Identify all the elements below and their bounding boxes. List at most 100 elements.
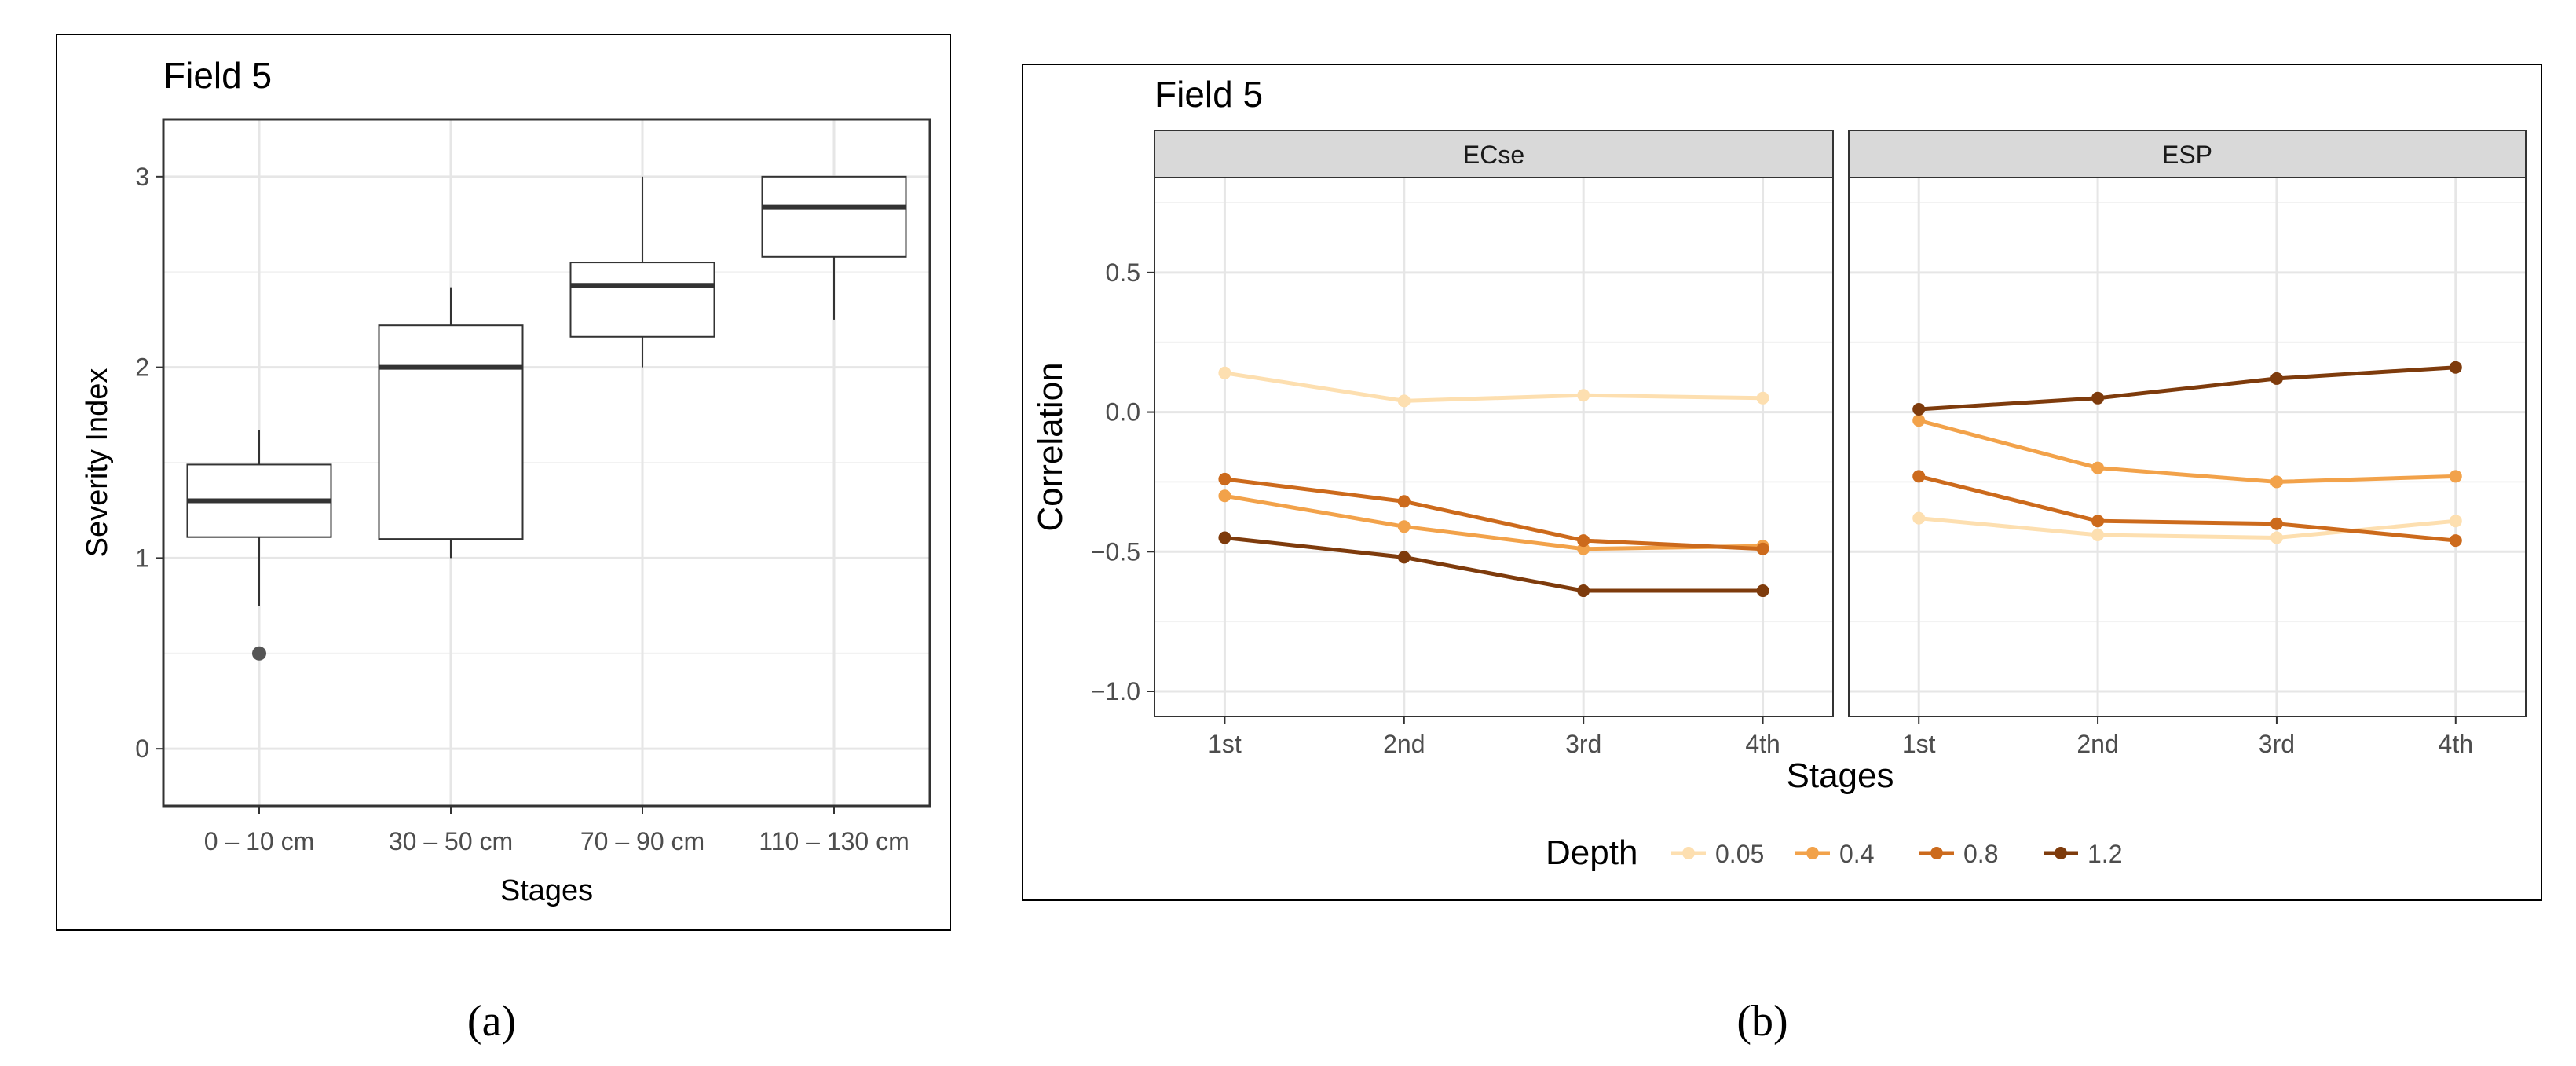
- box-1: [186, 430, 332, 661]
- chart-a-y-tick-label: 2: [135, 354, 149, 382]
- series-line: [1224, 371, 1763, 403]
- facet-ecse-series: [1218, 366, 1769, 598]
- series-point: [2449, 534, 2462, 548]
- box-iqr: [569, 262, 715, 338]
- chart-b-y-tick-label: −1.0: [1091, 677, 1140, 705]
- legend-item-0.05: 0.05: [1671, 840, 1764, 868]
- box-4: [761, 175, 907, 320]
- series-point: [2091, 461, 2105, 474]
- chart-b-y-tick-label: −0.5: [1091, 537, 1140, 566]
- series-point: [1912, 470, 1926, 483]
- panel-letter-a: (a): [467, 997, 516, 1046]
- chart-b: Field 5 ECse 1st 2nd 3rd 4th ESP 1st 2nd 3rd 4…: [1022, 64, 2542, 901]
- series-point: [2270, 475, 2283, 489]
- panel-letter-b: (b): [1736, 997, 1787, 1046]
- legend-label: 0.05: [1715, 840, 1764, 868]
- facet-plot-bg: [1154, 178, 1833, 716]
- chart-b-legend: Depth 0.05 0.4 0.8 1.2: [1546, 833, 2122, 872]
- facet-ecse-strip-label: ECse: [1463, 141, 1524, 169]
- chart-b-title: Field 5: [1154, 74, 1263, 115]
- series-point: [2091, 515, 2105, 528]
- legend-label: 1.2: [2088, 840, 2122, 868]
- facet-plot-bg: [1849, 178, 2526, 716]
- series-point: [1397, 520, 1411, 533]
- series-point: [1218, 489, 1231, 503]
- chart-a-y-tick-label: 1: [135, 544, 149, 572]
- facet-x-tick-label: 1st: [1208, 730, 1242, 758]
- series-line: [1918, 474, 2457, 543]
- box-iqr: [378, 324, 524, 540]
- chart-a-boxes: [186, 175, 907, 661]
- chart-a-x-tick-label: 110 – 130 cm: [759, 827, 909, 855]
- series-point: [1218, 366, 1231, 379]
- chart-a-x-tick-label: 30 – 50 cm: [389, 827, 513, 855]
- series-point: [1577, 534, 1590, 548]
- chart-a-x-ticks: 0 – 10 cm 30 – 50 cm 70 – 90 cm 110 – 130 c…: [204, 806, 909, 855]
- series-esp-0.8: [1912, 470, 2462, 548]
- facet-ecse-strip: [1154, 130, 1834, 178]
- facet-x-tick-label: 3rd: [2259, 730, 2295, 758]
- facet-x-tick-label: 4th: [2439, 730, 2473, 758]
- legend-key-point: [1806, 847, 1819, 859]
- series-point: [1756, 584, 1769, 598]
- facet-esp-gridlines: [1849, 178, 2526, 716]
- chart-a-ylabel: Severity Index: [81, 368, 114, 558]
- facet-ecse: ECse 1st 2nd 3rd 4th: [1154, 130, 1834, 758]
- series-esp-1.2: [1912, 361, 2462, 416]
- facet-x-tick-label: 4th: [1745, 730, 1780, 758]
- series-ecse-0.8: [1218, 472, 1769, 555]
- chart-a-y-tick-label: 3: [135, 163, 149, 191]
- legend-items: 0.05 0.4 0.8 1.2: [1671, 840, 2122, 868]
- series-esp-0.05: [1912, 511, 2462, 544]
- chart-b-xlabel: Stages: [1787, 756, 1894, 795]
- series-point: [1912, 403, 1926, 416]
- series-point: [1912, 511, 1926, 525]
- series-ecse-0.05: [1218, 366, 1769, 408]
- series-point: [2091, 528, 2105, 541]
- series-point: [1397, 551, 1411, 564]
- facet-x-tick-label: 2nd: [1383, 730, 1425, 758]
- chart-a: Field 5 0 1 2 3 0 – 10 cm 30 – 50 cm 70 – 90 …: [56, 34, 951, 931]
- series-line: [1919, 365, 2456, 412]
- series-point: [2270, 372, 2283, 385]
- chart-a-x-tick-label: 0 – 10 cm: [204, 827, 315, 855]
- legend-title: Depth: [1546, 833, 1637, 872]
- box-outlier: [252, 646, 266, 661]
- facet-ecse-x-ticks: 1st 2nd 3rd 4th: [1208, 716, 1780, 758]
- legend-key-point: [1930, 847, 1943, 859]
- series-point: [1397, 394, 1411, 408]
- facet-esp-series: [1912, 361, 2462, 548]
- facet-x-tick-label: 1st: [1902, 730, 1936, 758]
- series-point: [1397, 495, 1411, 508]
- legend-label: 0.8: [1963, 840, 1998, 868]
- facet-esp-strip-label: ESP: [2162, 141, 2212, 169]
- series-line: [1224, 477, 1763, 551]
- chart-b-y-tick-label: 0.5: [1106, 258, 1140, 287]
- box-3: [569, 176, 715, 368]
- legend-label: 0.4: [1839, 840, 1874, 868]
- facet-x-tick-label: 2nd: [2077, 730, 2118, 758]
- series-point: [1577, 584, 1590, 598]
- chart-a-xlabel: Stages: [500, 874, 593, 907]
- series-point: [2091, 391, 2105, 405]
- facet-x-tick-label: 3rd: [1565, 730, 1601, 758]
- series-point: [1218, 531, 1231, 544]
- facet-esp: ESP 1st 2nd 3rd 4th: [1848, 130, 2527, 758]
- box-iqr: [761, 175, 907, 258]
- series-point: [1577, 389, 1590, 402]
- series-line: [1918, 418, 2456, 484]
- facet-ecse-gridlines: [1154, 178, 1833, 716]
- legend-item-0.8: 0.8: [1919, 840, 1998, 868]
- series-point: [1756, 542, 1769, 555]
- chart-a-x-tick-label: 70 – 90 cm: [580, 827, 704, 855]
- series-point: [1756, 391, 1769, 405]
- facet-esp-strip: [1848, 130, 2527, 178]
- series-line: [1224, 536, 1763, 593]
- series-point: [2449, 361, 2462, 374]
- series-ecse-1.2: [1218, 531, 1769, 598]
- series-point: [2449, 515, 2462, 528]
- series-line: [1224, 493, 1763, 551]
- series-point: [2449, 470, 2462, 483]
- series-point: [2270, 531, 2283, 544]
- facet-esp-border: [1848, 177, 2527, 717]
